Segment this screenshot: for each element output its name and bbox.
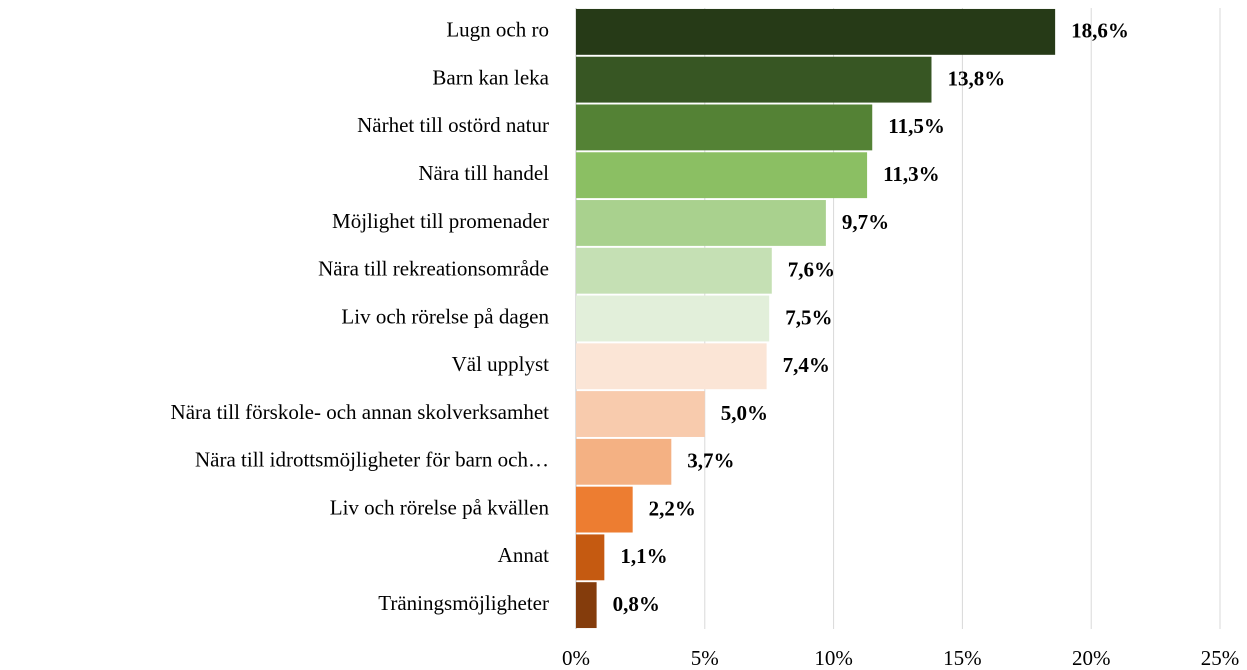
value-label: 7,5%: [785, 305, 832, 329]
y-tick-label: Liv och rörelse på kvällen: [330, 495, 550, 519]
value-label: 7,6%: [788, 258, 835, 282]
value-label: 1,1%: [620, 544, 667, 568]
value-label: 11,3%: [883, 162, 940, 186]
y-tick-label: Möjlighet till promenader: [332, 209, 549, 233]
x-tick-label: 25%: [1201, 646, 1240, 670]
bar: [576, 56, 932, 103]
bar: [576, 104, 873, 151]
bar: [576, 295, 770, 342]
bar: [576, 486, 633, 533]
bar: [576, 200, 826, 246]
y-tick-label: Liv och rörelse på dagen: [341, 304, 549, 328]
x-tick-label: 0%: [562, 646, 590, 670]
value-label: 7,4%: [783, 353, 830, 377]
bar: [576, 391, 705, 437]
y-tick-label: Närhet till ostörd natur: [357, 113, 549, 137]
bar: [576, 438, 672, 485]
bar: [576, 247, 772, 294]
value-label: 3,7%: [687, 449, 734, 473]
y-tick-label: Nära till rekreationsområde: [318, 257, 549, 281]
value-label: 18,6%: [1071, 19, 1129, 43]
y-tick-label: Träningsmöjligheter: [378, 591, 549, 615]
bar: [576, 152, 868, 199]
y-tick-label: Nära till idrottsmöjligheter för barn oc…: [195, 448, 549, 472]
value-label: 2,2%: [649, 496, 696, 520]
y-tick-label: Väl upplyst: [452, 352, 550, 376]
bar: [576, 582, 597, 629]
bar: [576, 343, 767, 390]
value-label: 11,5%: [888, 114, 945, 138]
x-tick-label: 20%: [1072, 646, 1111, 670]
y-tick-label: Barn kan leka: [432, 65, 549, 89]
x-tick-label: 5%: [691, 646, 719, 670]
bar: [576, 534, 605, 581]
bar: [576, 8, 1056, 55]
value-label: 9,7%: [842, 210, 889, 234]
y-tick-label: Annat: [498, 543, 549, 567]
y-tick-label: Nära till handel: [418, 161, 549, 185]
x-tick-label: 15%: [943, 646, 982, 670]
y-tick-label: Lugn och ro: [446, 18, 549, 42]
value-label: 0,8%: [613, 592, 660, 616]
y-tick-label: Nära till förskole- och annan skolverksa…: [171, 400, 550, 424]
x-tick-label: 10%: [814, 646, 853, 670]
value-label: 5,0%: [721, 401, 768, 425]
value-label: 13,8%: [947, 66, 1005, 90]
